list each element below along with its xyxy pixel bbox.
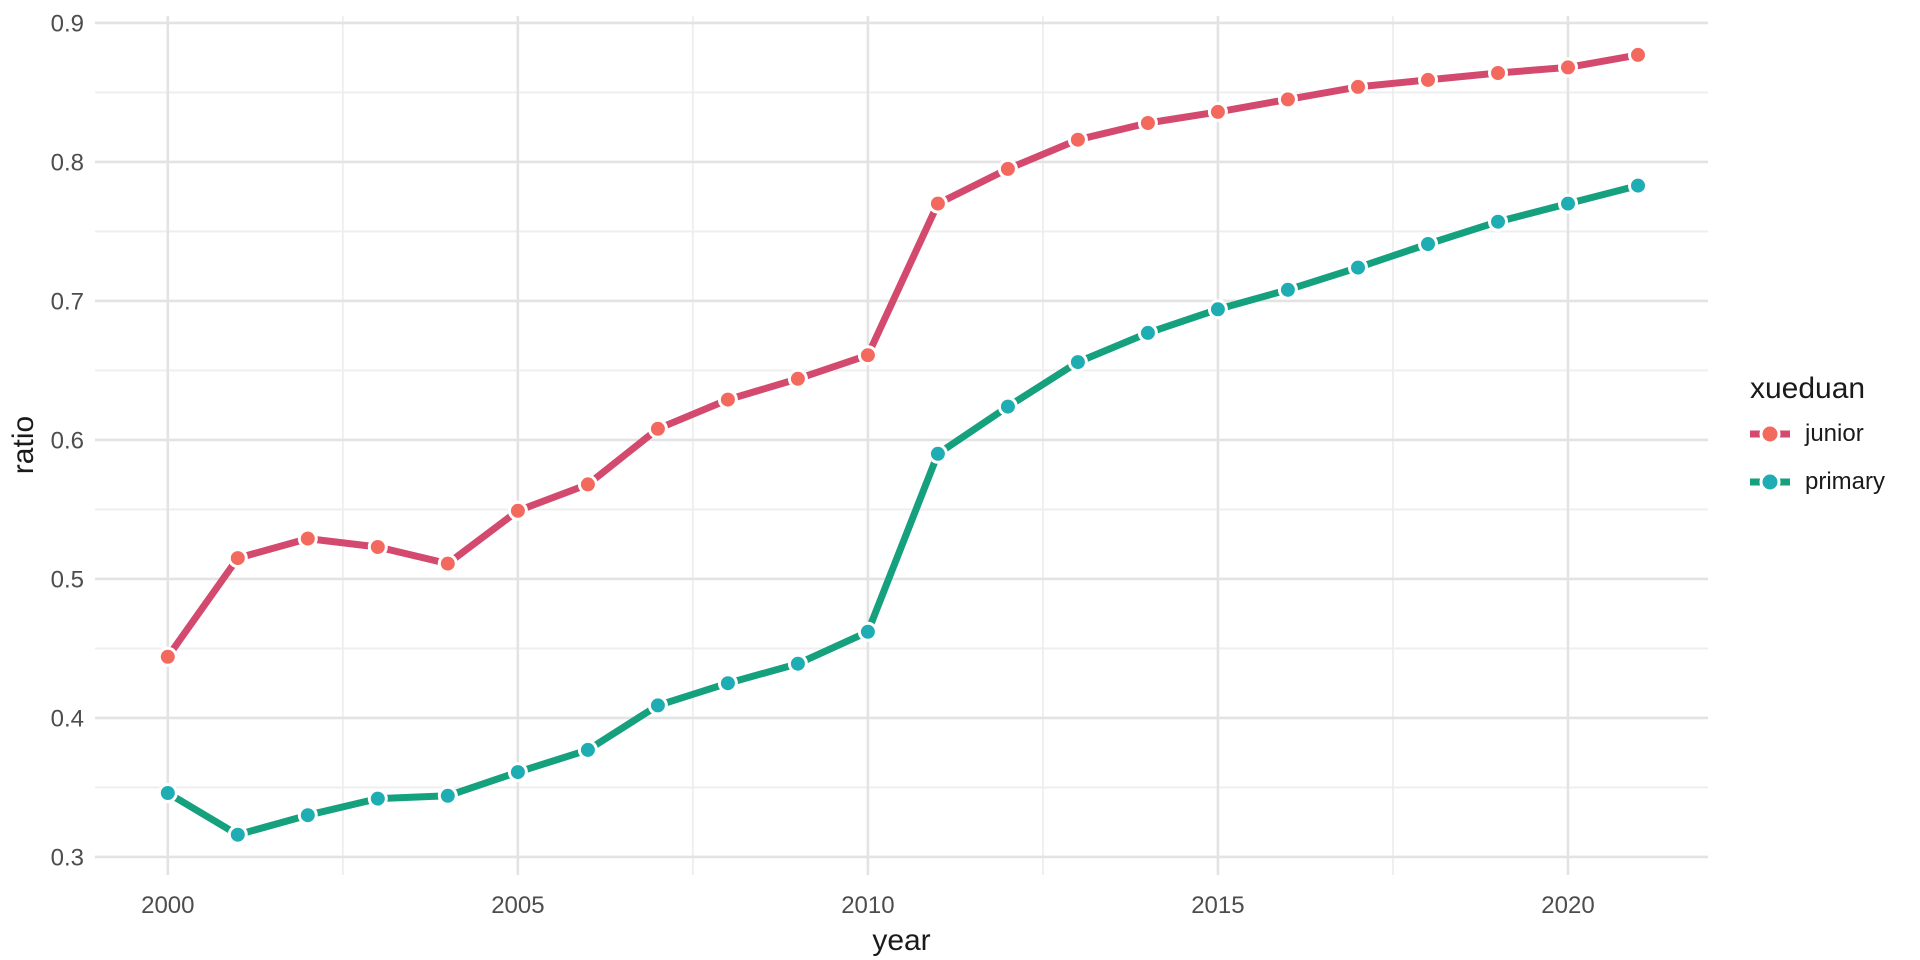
data-point-junior-2007 xyxy=(647,418,668,439)
y-axis-title: ratio xyxy=(7,415,40,475)
data-point-primary-2016 xyxy=(1277,279,1298,300)
major-gridlines xyxy=(95,16,1708,875)
data-point-primary-2012 xyxy=(997,396,1018,417)
data-point-junior-2014 xyxy=(1137,113,1158,133)
data-point-primary-2014 xyxy=(1137,322,1158,343)
data-point-primary-2002 xyxy=(297,805,318,826)
x-tick-label: 2015 xyxy=(1191,892,1244,919)
data-point-junior-2017 xyxy=(1348,76,1368,97)
x-tick-label: 2005 xyxy=(491,892,544,919)
data-point-primary-2021 xyxy=(1628,175,1648,196)
data-point-junior-2010 xyxy=(857,345,878,366)
data-point-junior-2001 xyxy=(227,548,248,569)
y-tick-label: 0.6 xyxy=(51,427,84,454)
data-point-junior-2012 xyxy=(997,158,1018,179)
x-tick-labels: 2000 2005 2010 2015 2020 xyxy=(141,892,1595,919)
junior-line-point-key-icon xyxy=(1750,423,1790,445)
y-tick-label: 0.9 xyxy=(51,10,84,37)
data-point-primary-2010 xyxy=(857,621,878,642)
data-point-junior-2006 xyxy=(577,474,598,495)
series-line-primary xyxy=(164,182,1642,839)
data-point-primary-2011 xyxy=(927,443,948,464)
series-primary xyxy=(157,175,1648,845)
data-point-junior-2000 xyxy=(157,646,178,667)
primary-line-point-key-icon xyxy=(1750,471,1790,493)
data-point-junior-2015 xyxy=(1207,101,1228,122)
data-point-primary-2006 xyxy=(577,739,598,760)
y-tick-labels: 0.3 0.4 0.5 0.6 0.7 0.8 0.9 xyxy=(51,10,84,871)
data-point-primary-2001 xyxy=(227,824,248,845)
data-point-primary-2019 xyxy=(1488,211,1508,232)
legend: xueduan junior primary xyxy=(1750,372,1920,502)
legend-item-primary: primary xyxy=(1750,462,1920,502)
data-point-primary-2017 xyxy=(1348,257,1368,278)
x-tick-label: 2000 xyxy=(141,892,194,919)
data-point-primary-2007 xyxy=(647,695,668,716)
legend-label-junior: junior xyxy=(1805,420,1864,447)
legend-item-junior: junior xyxy=(1750,414,1920,454)
x-axis-title: year xyxy=(872,924,931,957)
data-point-primary-2009 xyxy=(787,653,808,674)
x-tick-label: 2010 xyxy=(841,892,894,919)
data-point-primary-2003 xyxy=(367,788,388,809)
series-junior xyxy=(157,44,1648,667)
data-point-primary-2020 xyxy=(1558,193,1578,214)
data-point-junior-2002 xyxy=(297,528,318,549)
series-line-junior xyxy=(164,51,1642,661)
data-point-junior-2021 xyxy=(1628,44,1648,65)
y-tick-label: 0.8 xyxy=(51,149,84,176)
minor-gridlines xyxy=(95,16,1708,875)
data-point-junior-2018 xyxy=(1418,69,1438,90)
data-point-primary-2013 xyxy=(1067,352,1088,373)
data-point-primary-2018 xyxy=(1418,234,1438,254)
legend-label-primary: primary xyxy=(1805,468,1886,495)
legend-title: xueduan xyxy=(1750,372,1866,405)
data-point-primary-2015 xyxy=(1207,299,1228,320)
data-point-primary-2000 xyxy=(157,783,178,803)
data-point-junior-2009 xyxy=(787,368,808,389)
data-point-junior-2005 xyxy=(507,500,528,521)
data-point-primary-2008 xyxy=(717,673,738,694)
data-point-junior-2008 xyxy=(717,389,738,410)
data-point-junior-2011 xyxy=(927,193,948,214)
y-tick-label: 0.7 xyxy=(51,288,84,315)
x-tick-label: 2020 xyxy=(1541,892,1594,919)
y-tick-label: 0.3 xyxy=(51,844,84,871)
data-point-junior-2016 xyxy=(1277,89,1298,110)
data-point-junior-2019 xyxy=(1488,63,1508,83)
data-point-junior-2020 xyxy=(1558,57,1578,78)
y-tick-label: 0.5 xyxy=(51,566,84,593)
data-point-junior-2004 xyxy=(437,553,458,574)
data-point-primary-2004 xyxy=(437,785,458,806)
data-point-junior-2013 xyxy=(1067,129,1088,150)
y-tick-label: 0.4 xyxy=(51,705,84,732)
data-point-primary-2005 xyxy=(507,762,528,783)
data-point-junior-2003 xyxy=(367,537,388,557)
